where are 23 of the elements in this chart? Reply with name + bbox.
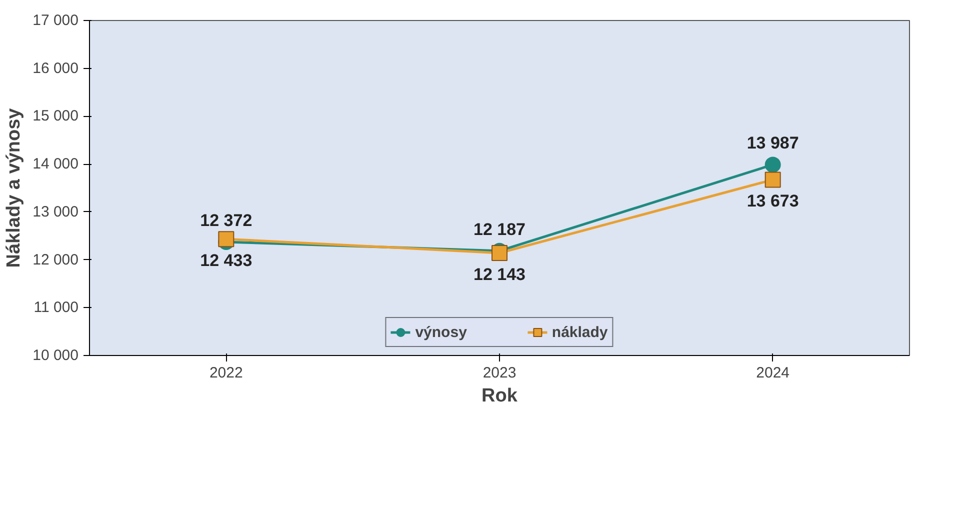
- data-label: 13 987: [746, 134, 799, 153]
- y-tick-label: 13 000: [32, 203, 79, 220]
- y-tick-label: 17 000: [32, 12, 79, 29]
- y-tick-label: 15 000: [32, 108, 79, 125]
- data-label: 12 372: [200, 210, 252, 230]
- data-label: 12 187: [474, 220, 526, 239]
- y-axis-title: Náklady a výnosy: [4, 108, 25, 268]
- x-tick-label: 2023: [482, 364, 516, 382]
- legend-label: náklady: [552, 324, 608, 340]
- y-tick-label: 10 000: [32, 347, 79, 364]
- y-tick-label: 11 000: [34, 299, 78, 316]
- data-label: 12 143: [474, 264, 526, 284]
- y-tick-label: 12 000: [32, 251, 79, 268]
- x-tick-label: 2024: [756, 364, 790, 382]
- x-axis-title: Rok: [482, 386, 518, 406]
- point: [764, 172, 781, 188]
- point: [764, 156, 781, 173]
- x-tick-label: 2022: [209, 364, 243, 382]
- data-label: 13 673: [746, 192, 799, 211]
- y-tick-label: 16 000: [32, 60, 79, 77]
- legend-label: výnosy: [415, 324, 467, 340]
- y-tick-label: 14 000: [32, 156, 79, 173]
- data-label: 12 433: [200, 251, 252, 270]
